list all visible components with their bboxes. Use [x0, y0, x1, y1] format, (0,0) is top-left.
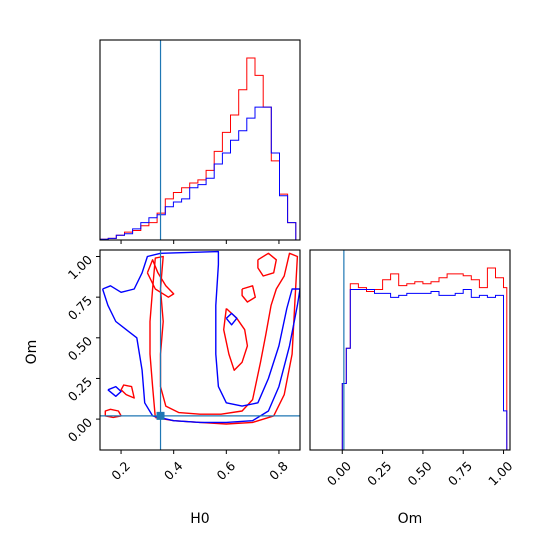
om-marginal-panel: 0.00 0.25 0.50 0.75 1.00 Om: [309, 249, 515, 527]
om-x-tick-label: 0.25: [364, 458, 394, 488]
contour-blue-8: [107, 385, 122, 397]
contour-blue-9: [225, 312, 238, 326]
om-x-axis-label: Om: [398, 511, 423, 527]
contour-red-5: [241, 285, 257, 303]
om-x-tick-label: 0.00: [324, 458, 354, 488]
contour-red-0: [104, 408, 122, 419]
om-y-tick-label: 1.00: [65, 252, 95, 282]
om-hist-red: [337, 267, 508, 451]
contour-red-1: [149, 252, 299, 425]
h0-x-axis-label: H0: [190, 511, 209, 527]
om-y-tick-label: 0.25: [65, 374, 95, 404]
om-y-axis-label: Om: [24, 340, 40, 365]
h0-marginal-frame: [99, 39, 301, 241]
om-marginal-frame: [309, 249, 511, 451]
contour-panel: 0.2 0.4 0.6 0.8 0.00 0.25 0.50 0.75 1.00 H0 Om: [24, 249, 301, 527]
om-x-tick-label: 0.75: [445, 458, 475, 488]
om-hist-blue: [337, 289, 508, 451]
h0-x-tick-label: 0.8: [266, 458, 291, 483]
contour-red-2: [120, 384, 135, 399]
h0-x-tick-label: 0.2: [108, 458, 133, 483]
om-x-tick-label: 0.50: [405, 458, 435, 488]
h0-x-tick-label: 0.6: [214, 458, 239, 483]
contour-blue-7: [101, 250, 300, 424]
h0-hist-red: [99, 57, 300, 241]
truth-marker: [156, 411, 165, 420]
contour-red-4: [222, 307, 249, 371]
h0-x-tick-label: 0.4: [161, 458, 186, 483]
om-y-tick-label: 0.50: [65, 333, 95, 363]
contour-red-6: [257, 252, 277, 277]
om-y-tick-label: 0.75: [65, 293, 95, 323]
h0-marginal-panel: [99, 39, 301, 244]
contour-frame: [99, 249, 301, 451]
om-x-tick-label: 1.00: [485, 458, 515, 488]
om-y-tick-label: 0.00: [65, 415, 95, 445]
h0-hist-blue: [99, 106, 300, 241]
contour-red-3: [146, 259, 175, 298]
